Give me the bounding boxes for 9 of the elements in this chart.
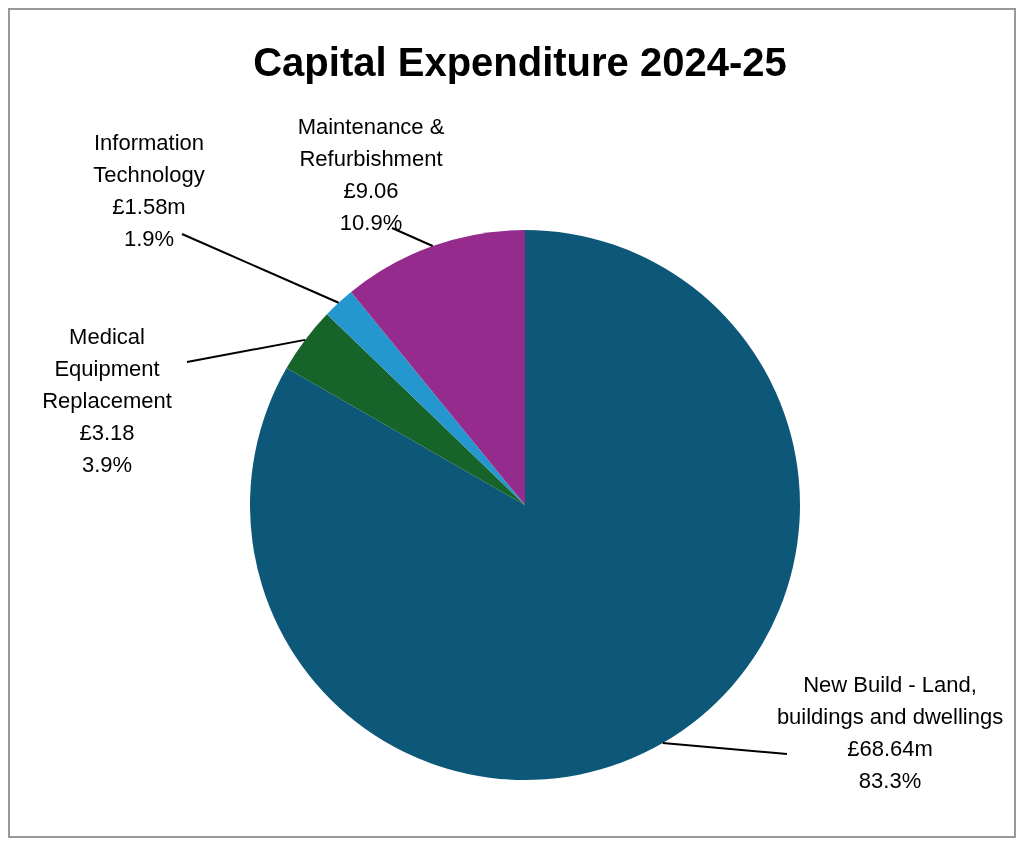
slice-label: Medical Equipment Replacement — [42, 324, 172, 413]
data-label: £3.18 3.9% — [79, 420, 135, 477]
slice-label: Information Technology — [93, 130, 205, 187]
chart-title: Capital Expenditure 2024-25 — [253, 40, 787, 84]
data-label: £9.06 10.9% — [339, 178, 403, 235]
data-label: £1.58m 1.9% — [112, 194, 186, 251]
data-label: £68.64m 83.3% — [847, 736, 933, 793]
slice-label: New Build - Land, buildings and dwellings — [776, 672, 1004, 729]
slice-label: Maintenance & Refurbishment — [297, 114, 445, 171]
